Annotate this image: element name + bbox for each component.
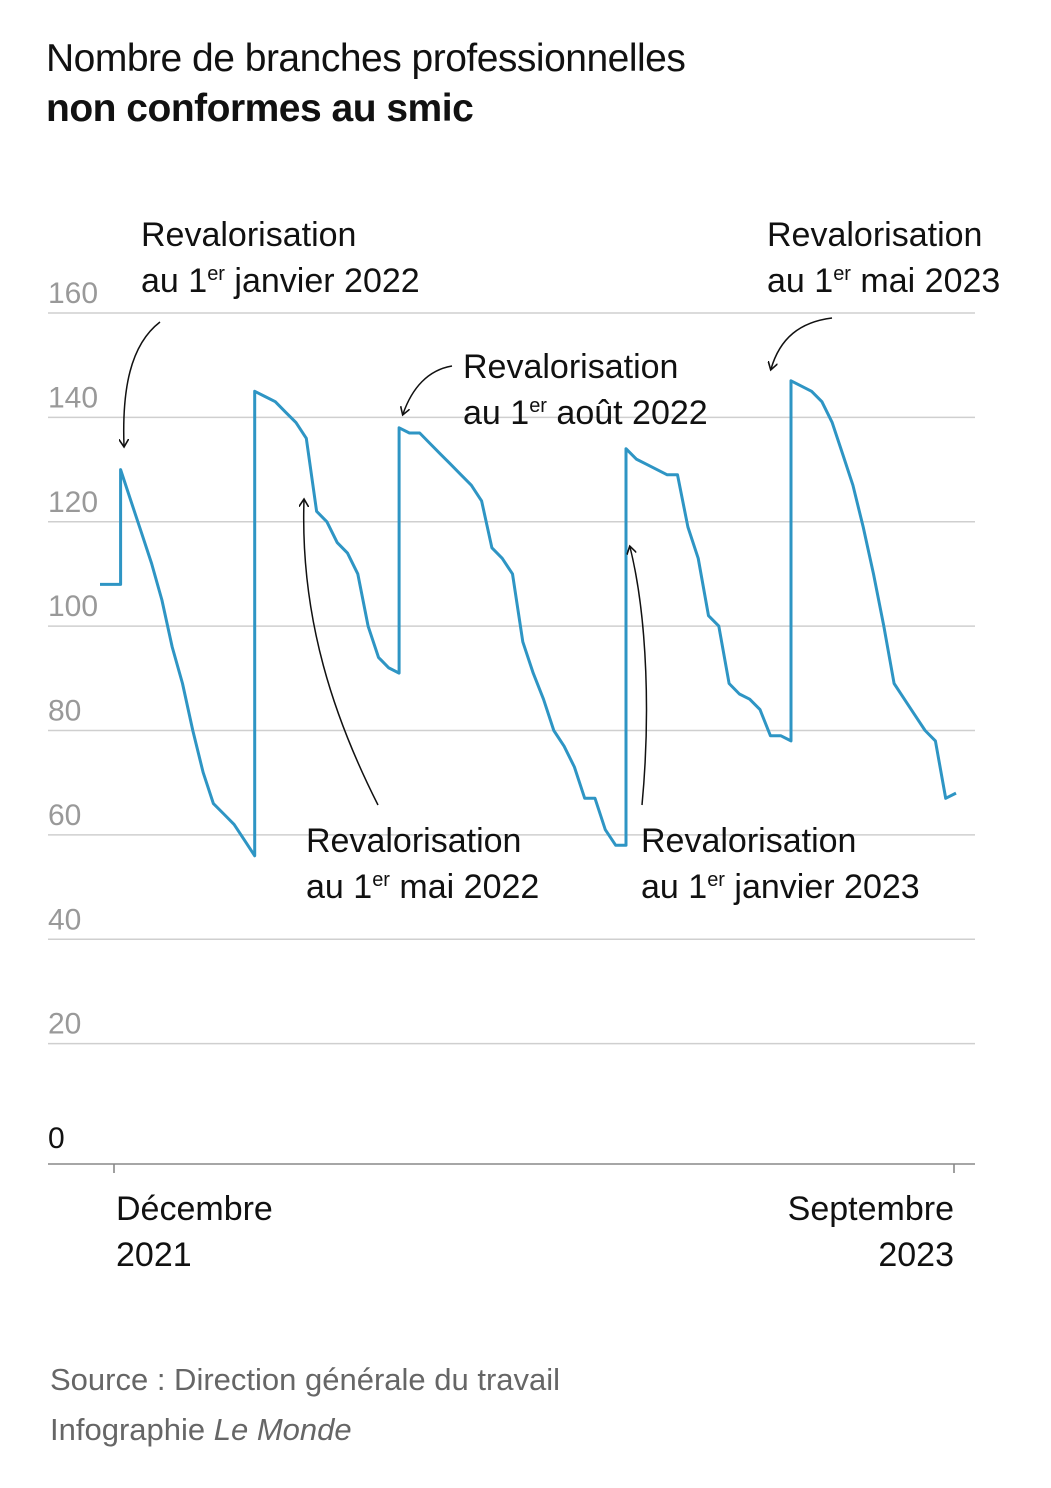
annotation-5: Revalorisation au 1er mai 2023 bbox=[767, 216, 1000, 300]
annotation-3-sup: er bbox=[529, 395, 547, 417]
y-tick-label-80: 80 bbox=[48, 695, 81, 728]
y-tick-label-20: 20 bbox=[48, 1008, 81, 1041]
series-line bbox=[100, 379, 957, 858]
annotation-2: Revalorisation au 1er mai 2022 bbox=[306, 822, 539, 906]
annotation-3-date: août 2022 bbox=[547, 394, 708, 432]
annotation-5-sup: er bbox=[833, 263, 851, 285]
annotation-3: Revalorisation au 1er août 2022 bbox=[463, 348, 708, 432]
annotation-arrow-2 bbox=[304, 500, 379, 806]
annotation-4-date: janvier 2023 bbox=[725, 868, 920, 906]
annotation-arrows bbox=[124, 317, 833, 806]
y-tick-label-140: 140 bbox=[48, 381, 98, 414]
grid-lines bbox=[48, 312, 975, 1045]
annotation-3-line1: Revalorisation bbox=[463, 348, 678, 386]
annotation-4-sup: er bbox=[707, 869, 725, 891]
annotation-arrow-5 bbox=[771, 317, 833, 369]
annotation-1-line2: au 1er janvier 2022 bbox=[141, 262, 420, 300]
series-group bbox=[100, 379, 957, 858]
annotation-4: Revalorisation au 1er janvier 2023 bbox=[641, 822, 920, 906]
annotation-2-prefix: au 1 bbox=[306, 868, 372, 906]
annotation-1-date: janvier 2022 bbox=[225, 262, 420, 300]
y-tick-label-160: 160 bbox=[48, 277, 98, 310]
publisher-name: Le Monde bbox=[213, 1412, 352, 1447]
y-tick-label-40: 40 bbox=[48, 903, 81, 936]
annotation-2-line1: Revalorisation bbox=[306, 822, 521, 860]
annotation-arrow-3 bbox=[403, 365, 453, 414]
annotation-5-line2: au 1er mai 2023 bbox=[767, 262, 1000, 300]
credit-prefix: Infographie bbox=[50, 1412, 214, 1447]
y-tick-label-120: 120 bbox=[48, 486, 98, 519]
annotation-3-line2: au 1er août 2022 bbox=[463, 394, 708, 432]
x-tick-label-end-line2: 2023 bbox=[878, 1236, 954, 1274]
chart-title: Nombre de branches professionnelles non … bbox=[46, 34, 686, 134]
y-tick-label-100: 100 bbox=[48, 590, 98, 623]
annotation-arrow-4 bbox=[630, 547, 648, 806]
axes: 0 20 40 60 80 100 120 140 160 Décembre 2021 Septemb… bbox=[48, 277, 975, 1274]
annotation-2-sup: er bbox=[372, 869, 390, 891]
annotation-arrow-1 bbox=[124, 321, 161, 446]
annotation-2-date: mai 2022 bbox=[390, 868, 539, 906]
annotation-1-sup: er bbox=[207, 263, 225, 285]
annotation-4-line2: au 1er janvier 2023 bbox=[641, 868, 920, 906]
credits: Source : Direction générale du travail I… bbox=[50, 1355, 560, 1455]
annotation-5-prefix: au 1 bbox=[767, 262, 833, 300]
annotation-5-line1: Revalorisation bbox=[767, 216, 982, 254]
chart-title-line2: non conformes au smic bbox=[46, 87, 474, 130]
annotation-4-prefix: au 1 bbox=[641, 868, 707, 906]
annotation-2-line2: au 1er mai 2022 bbox=[306, 868, 539, 906]
infographic-credit: Infographie Le Monde bbox=[50, 1405, 560, 1455]
annotation-3-prefix: au 1 bbox=[463, 394, 529, 432]
x-tick-label-start-line1: Décembre bbox=[116, 1190, 273, 1228]
annotation-1-prefix: au 1 bbox=[141, 262, 207, 300]
x-tick-label-start-line2: 2021 bbox=[116, 1236, 192, 1274]
annotation-1: Revalorisation au 1er janvier 2022 bbox=[141, 216, 420, 300]
x-tick-label-end-line1: Septembre bbox=[788, 1190, 954, 1228]
annotation-1-line1: Revalorisation bbox=[141, 216, 356, 254]
chart-title-line1: Nombre de branches professionnelles bbox=[46, 37, 686, 80]
y-tick-label-0: 0 bbox=[48, 1122, 65, 1155]
y-tick-label-60: 60 bbox=[48, 799, 81, 832]
source-note: Source : Direction générale du travail bbox=[50, 1362, 561, 1397]
annotation-5-date: mai 2023 bbox=[851, 262, 1000, 300]
annotation-4-line1: Revalorisation bbox=[641, 822, 856, 860]
